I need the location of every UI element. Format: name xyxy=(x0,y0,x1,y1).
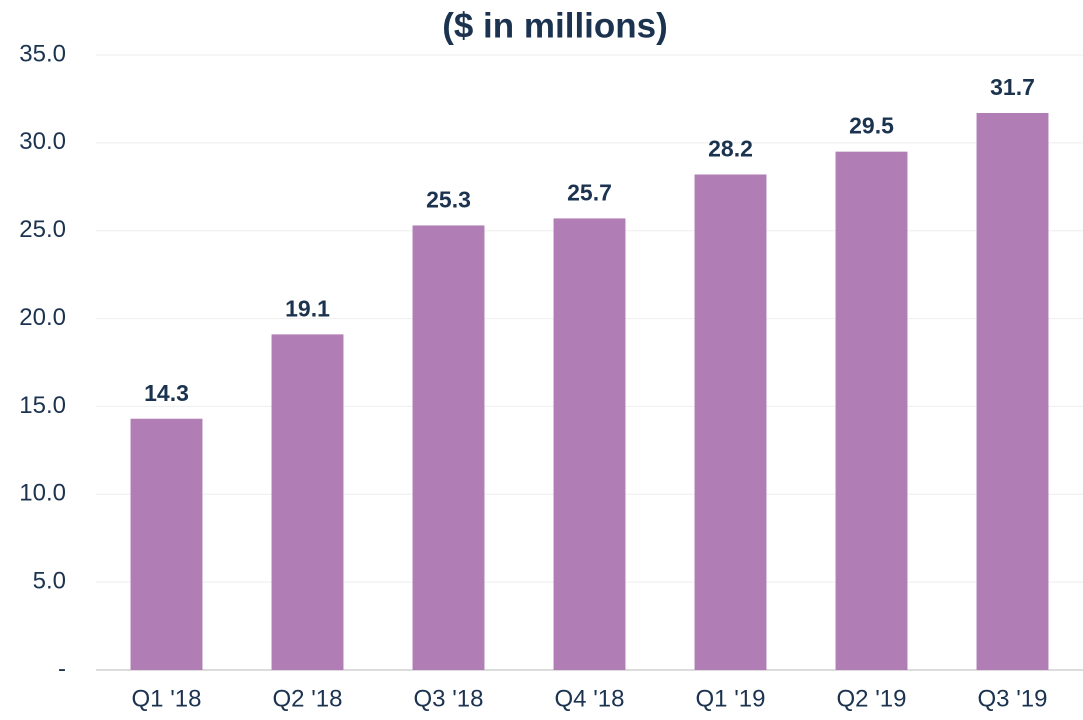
value-label: 25.3 xyxy=(426,187,471,213)
x-tick-label: Q3 '18 xyxy=(414,685,484,712)
y-tick-label: - xyxy=(58,655,66,682)
bar xyxy=(835,151,908,671)
value-label: 28.2 xyxy=(708,136,753,162)
y-tick-label: 5.0 xyxy=(33,567,66,594)
y-tick-label: 10.0 xyxy=(19,480,66,507)
x-tick-label: Q4 '18 xyxy=(555,685,625,712)
bar xyxy=(412,225,485,670)
y-tick-label: 30.0 xyxy=(19,128,66,155)
bar xyxy=(130,418,203,670)
y-tick-label: 35.0 xyxy=(19,40,66,67)
y-tick-label: 20.0 xyxy=(19,304,66,331)
bar xyxy=(694,174,767,670)
x-tick-label: Q1 '19 xyxy=(696,685,766,712)
x-tick-label: Q3 '19 xyxy=(978,685,1048,712)
chart-title: ($ in millions) xyxy=(442,6,668,45)
bar xyxy=(976,112,1049,670)
y-tick-label: 25.0 xyxy=(19,216,66,243)
y-tick-label: 15.0 xyxy=(19,392,66,419)
value-label: 31.7 xyxy=(990,74,1035,100)
value-label: 25.7 xyxy=(567,179,612,205)
x-tick-label: Q2 '18 xyxy=(273,685,343,712)
bar xyxy=(553,218,626,670)
value-label: 19.1 xyxy=(285,295,330,321)
value-label: 29.5 xyxy=(849,113,894,139)
x-tick-label: Q2 '19 xyxy=(837,685,907,712)
value-label: 14.3 xyxy=(144,380,189,406)
bar xyxy=(271,334,344,670)
x-tick-label: Q1 '18 xyxy=(132,685,202,712)
